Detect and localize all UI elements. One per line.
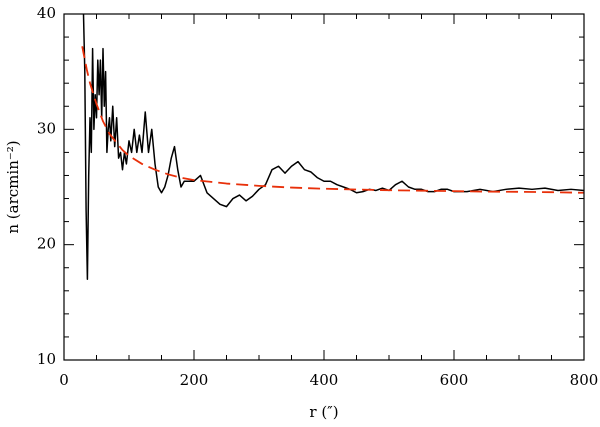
axis-ticks xyxy=(63,13,585,361)
y-axis-title: n (arcmin⁻²) xyxy=(4,140,22,233)
x-axis-title: r (″) xyxy=(309,403,338,421)
data-line xyxy=(82,14,584,281)
plot-frame xyxy=(63,13,585,361)
x-tick-label: 400 xyxy=(310,371,339,389)
x-tick-label: 200 xyxy=(180,371,209,389)
x-tick-label: 800 xyxy=(570,371,599,389)
y-tick-label: 20 xyxy=(37,235,56,253)
series-layer xyxy=(81,14,584,281)
y-tick-label: 10 xyxy=(37,350,56,368)
x-tick-label: 0 xyxy=(59,371,69,389)
y-tick-label: 40 xyxy=(37,4,56,22)
x-tick-label: 600 xyxy=(440,371,469,389)
tick-labels: 0 200 400 600 800 10 20 30 40 xyxy=(37,4,598,389)
y-tick-label: 30 xyxy=(37,119,56,137)
fit-line xyxy=(81,46,584,194)
